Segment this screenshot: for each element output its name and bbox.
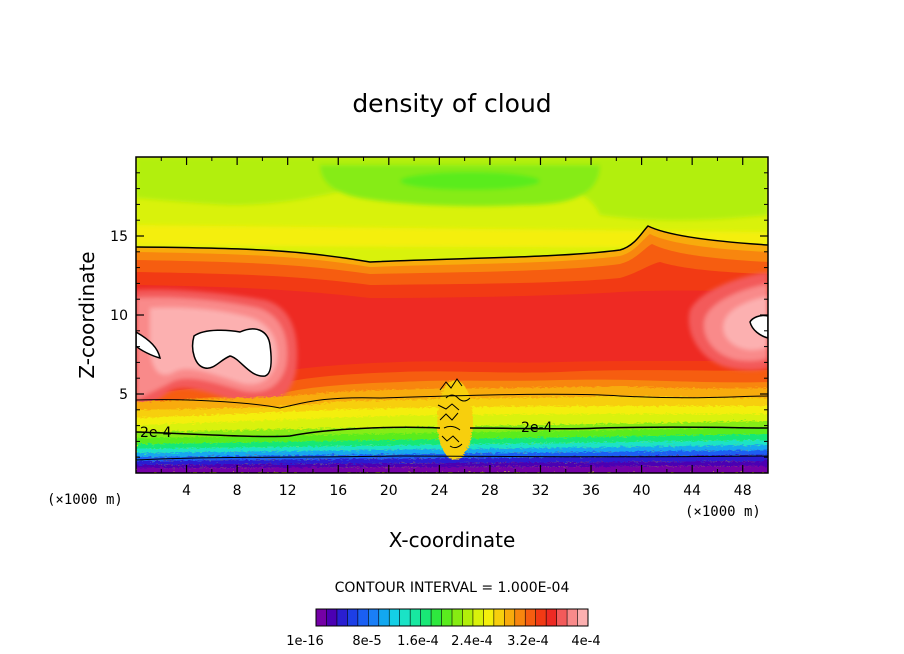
colorbar-tick-label: 8e-5: [352, 634, 381, 649]
colorbar-swatch: [577, 609, 589, 626]
x-tick-label: 32: [532, 483, 550, 499]
colorbar-swatch: [472, 609, 484, 626]
x-tick-label: 20: [380, 483, 398, 499]
colorbar-swatch: [504, 609, 516, 626]
colorbar-swatch: [378, 609, 390, 626]
colorbar-swatch: [420, 609, 432, 626]
colorbar-swatch: [567, 609, 578, 626]
x-unit-left: (×1000 m): [47, 492, 123, 508]
x-tick-label: 40: [633, 483, 651, 499]
colorbar-swatch: [452, 609, 463, 626]
y-tick-label: 5: [119, 387, 128, 403]
contour-2e-4: [136, 426, 768, 438]
colorbar-swatch: [546, 609, 557, 626]
x-tick-label: 36: [582, 483, 600, 499]
colorbar-tick-label: 4e-4: [571, 634, 600, 649]
colorbar-swatch: [493, 609, 505, 626]
colorbar-swatch: [389, 609, 400, 626]
colorbar-swatch: [525, 609, 536, 626]
colorbar-swatch: [483, 609, 495, 626]
x-tick-label: 28: [481, 483, 499, 499]
chart-title: density of cloud: [352, 89, 551, 118]
colorbar-swatch: [368, 609, 380, 626]
colorbar-swatch: [399, 609, 411, 626]
colorbar-labels: 1e-16 8e-5 1.6e-4 2.4e-4 3.2e-4 4e-4: [286, 634, 600, 649]
y-axis: 5 10 15: [110, 172, 768, 458]
colorbar-tick-label: 2.4e-4: [451, 634, 493, 649]
right-maximum-shading: [688, 272, 768, 371]
colorbar-swatch: [336, 609, 348, 626]
left-edge-peak: [136, 331, 161, 360]
contour-mid: [136, 393, 768, 409]
colorbar-swatch: [514, 609, 526, 626]
x-tick-label: 16: [329, 483, 347, 499]
x-tick-label: 12: [279, 483, 297, 499]
colorbar-swatch: [326, 609, 338, 626]
y-axis-label: Z-coordinate: [75, 251, 99, 378]
y-tick-label: 15: [110, 229, 128, 245]
x-tick-label: 48: [734, 483, 752, 499]
plot-area: [136, 157, 768, 473]
colorbar-tick-label: 3.2e-4: [507, 634, 549, 649]
x-axis-label: X-coordinate: [389, 528, 516, 552]
x-tick-label: 8: [233, 483, 242, 499]
x-unit-right: (×1000 m): [685, 504, 761, 520]
colorbar-swatch: [556, 609, 568, 626]
upper-shading: [136, 157, 768, 248]
colorbar-swatch: [357, 609, 369, 626]
contour-upper: [136, 225, 768, 263]
contour-label-right: 2e-4: [521, 420, 553, 436]
colorbar-swatch: [441, 609, 453, 626]
x-axis: 4 8 12 16 20 24 28 32 36 40 44 48: [160, 157, 752, 499]
right-peak-contour: [749, 314, 768, 339]
x-tick-label: 44: [683, 483, 701, 499]
colorbar-swatch: [410, 609, 421, 626]
colorbar-swatch: [535, 609, 547, 626]
colorbar-swatch: [462, 609, 474, 626]
x-tick-label: 24: [430, 483, 448, 499]
colorbar-swatch: [316, 609, 327, 626]
colorbar-tick-label: 1.6e-4: [397, 634, 439, 649]
colorbar-swatch: [431, 609, 442, 626]
colorbar-swatch: [347, 609, 359, 626]
colorbar-frame: [315, 608, 589, 627]
y-tick-label: 10: [110, 308, 128, 324]
colorbar: [315, 608, 589, 627]
colorbar-tick-label: 1e-16: [286, 634, 324, 649]
left-peak-contour: [191, 328, 272, 377]
contour-low: [136, 455, 768, 461]
x-tick-label: 4: [182, 483, 191, 499]
contour-interval-text: CONTOUR INTERVAL = 1.000E-04: [335, 580, 570, 596]
contour-label-left: 2e-4: [140, 425, 172, 441]
